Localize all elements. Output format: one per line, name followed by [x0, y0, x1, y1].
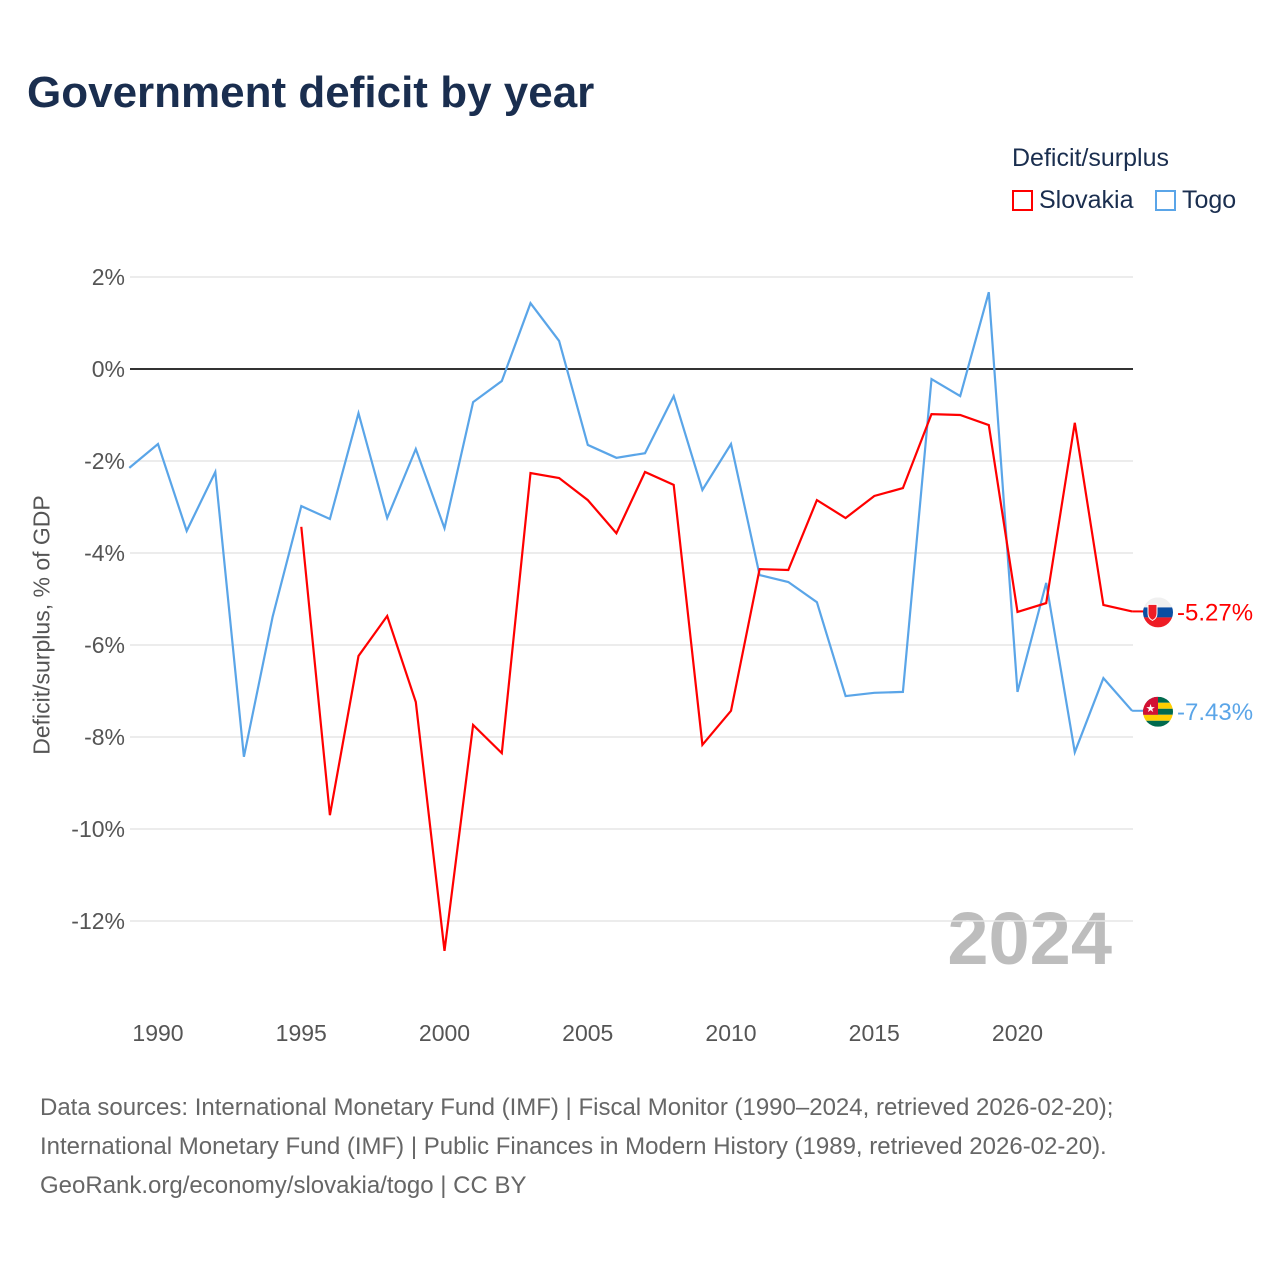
legend-swatch-togo [1155, 190, 1176, 211]
y-tick-label: 2% [92, 264, 125, 290]
legend-item-slovakia[interactable]: Slovakia [1012, 186, 1134, 215]
legend-item-togo[interactable]: Togo [1155, 186, 1236, 215]
flag-body: ★ [1143, 696, 1173, 727]
y-tick-label: -10% [71, 816, 125, 842]
legend-swatch-slovakia [1012, 190, 1033, 211]
flag-star: ★ [1146, 703, 1156, 715]
flag-body [1143, 597, 1173, 628]
chart-title: Government deficit by year [27, 68, 595, 117]
flag-shield [1147, 603, 1158, 621]
legend-label: Slovakia [1039, 186, 1134, 214]
slovakia-flag-icon [1143, 597, 1173, 628]
attribution-line: GeoRank.org/economy/slovakia/togo | CC B… [40, 1172, 527, 1199]
y-tick-label: -8% [84, 724, 125, 750]
x-tick-label: 2020 [992, 1020, 1043, 1046]
x-tick-label: 1995 [276, 1020, 327, 1046]
source-line: International Monetary Fund (IMF) | Publ… [40, 1133, 1107, 1160]
y-tick-label: -2% [84, 448, 125, 474]
flag-stripe [1143, 597, 1173, 608]
flag-stripe [1143, 607, 1173, 618]
year-watermark: 2024 [947, 897, 1112, 980]
x-tick-label: 2000 [419, 1020, 470, 1046]
togo-flag-icon: ★ [1143, 696, 1173, 727]
series-line-togo [128, 291, 1133, 758]
x-tick-label: 2010 [705, 1020, 756, 1046]
y-tick-label: -4% [84, 540, 125, 566]
flag-stripe [1143, 617, 1173, 628]
x-tick-label: 1990 [132, 1020, 183, 1046]
y-tick-label: -6% [84, 632, 125, 658]
footer: Data sources: International Monetary Fun… [40, 1088, 1113, 1205]
y-tick-label: -12% [71, 908, 125, 934]
series-line-slovakia [300, 412, 1133, 952]
flag-stripe [1143, 720, 1173, 727]
legend-title: Deficit/surplus [1012, 144, 1169, 172]
end-value-label: -7.43% [1177, 699, 1253, 726]
source-line: Data sources: International Monetary Fun… [40, 1094, 1114, 1121]
x-tick-label: 2005 [562, 1020, 613, 1046]
end-value-label: -5.27% [1177, 599, 1253, 626]
y-tick-label: 0% [92, 356, 125, 382]
flag-stripe [1143, 714, 1173, 721]
x-tick-label: 2015 [849, 1020, 900, 1046]
legend-label: Togo [1182, 186, 1237, 214]
